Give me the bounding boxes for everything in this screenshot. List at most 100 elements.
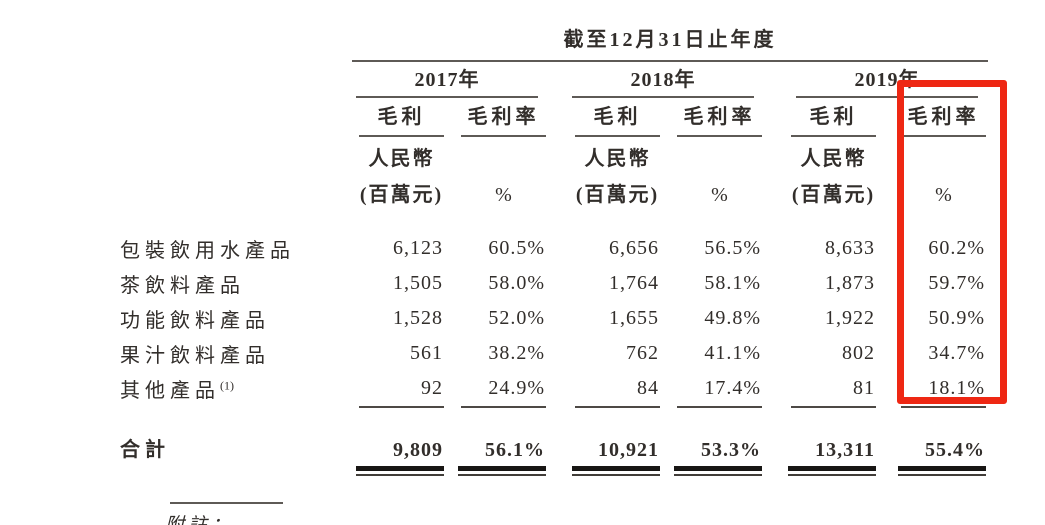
cell-empty xyxy=(120,406,352,416)
table-row: 包裝飲用水產品 6,123 60.5% 6,656 56.5% 8,633 60… xyxy=(120,231,988,266)
rule-cell xyxy=(548,466,662,480)
cell: 802 xyxy=(842,342,875,364)
percent-label: % xyxy=(495,184,512,206)
rule-cell xyxy=(878,466,988,480)
row-label: 包裝飲用水產品 xyxy=(120,231,352,266)
table-title: 截至12月31日止年度 xyxy=(352,12,988,62)
rule-cell xyxy=(548,406,662,416)
rule-cell xyxy=(764,466,878,480)
cell-empty xyxy=(120,137,352,171)
cell: 60.2% xyxy=(928,237,985,259)
gross-margin-header: 毛利率 xyxy=(461,100,546,137)
cell: 1,764 xyxy=(609,272,659,294)
cell: 561 xyxy=(410,342,443,364)
total-label: 合計 xyxy=(120,439,170,461)
cell: 1,505 xyxy=(393,272,443,294)
table-row: 果汁飲料產品 561 38.2% 762 41.1% 802 34.7% xyxy=(120,336,988,371)
cell: 1,873 xyxy=(825,272,875,294)
cell: 38.2% xyxy=(488,342,545,364)
currency-2018: 人民幣 xyxy=(548,137,662,171)
cell-empty xyxy=(662,137,764,171)
row-label-text: 果汁飲料產品 xyxy=(120,345,270,367)
cell: 50.9% xyxy=(928,307,985,329)
double-rule xyxy=(356,466,444,476)
single-rule xyxy=(575,406,660,408)
gross-margin-header: 毛利率 xyxy=(901,100,986,137)
percent-label: % xyxy=(935,184,952,206)
rule-cell xyxy=(352,406,446,416)
percent-2017: % xyxy=(446,171,548,207)
currency-2019: 人民幣 xyxy=(764,137,878,171)
cell: 6,656 xyxy=(609,237,659,259)
percent-2019: % xyxy=(878,171,988,207)
row-label-text: 功能飲料產品 xyxy=(120,310,270,332)
total-cell: 53.3% xyxy=(701,439,761,461)
col-header-gm-2017: 毛利率 xyxy=(446,98,548,137)
rule-cell xyxy=(764,406,878,416)
gross-profit-table: 截至12月31日止年度 2017年 2018年 2019年 毛利 毛利率 毛利 … xyxy=(120,12,988,480)
gross-profit-header: 毛利 xyxy=(791,100,876,137)
row-label: 功能飲料產品 xyxy=(120,301,352,336)
year-header-2018: 2018年 xyxy=(572,63,754,98)
col-header-gp-2017: 毛利 xyxy=(352,98,446,137)
single-rule xyxy=(901,406,986,408)
cell: 41.1% xyxy=(704,342,761,364)
double-rule xyxy=(458,466,546,476)
cell-empty xyxy=(878,137,988,171)
gross-margin-header: 毛利率 xyxy=(677,100,762,137)
total-row: 合計 9,809 56.1% 10,921 53.3% 13,311 55.4% xyxy=(120,416,988,466)
cell: 24.9% xyxy=(488,377,545,399)
cell: 17.4% xyxy=(704,377,761,399)
single-rule xyxy=(359,406,444,408)
unit-2018: (百萬元) xyxy=(548,171,662,207)
footnote-divider xyxy=(170,502,283,504)
total-cell: 13,311 xyxy=(815,439,875,461)
row-label: 其他產品(1) xyxy=(120,371,352,406)
cell: 59.7% xyxy=(928,272,985,294)
cell: 1,922 xyxy=(825,307,875,329)
cell-empty xyxy=(120,466,352,480)
year-group-2018: 2018年 xyxy=(548,61,764,98)
footnote-label: 附註： xyxy=(165,510,1045,525)
footnote-section: 附註： xyxy=(165,502,1045,525)
footnote-marker: (1) xyxy=(220,378,234,393)
double-rule xyxy=(674,466,762,476)
row-label-text: 茶飲料產品 xyxy=(120,275,245,297)
table-row: 其他產品(1) 92 24.9% 84 17.4% 81 18.1% xyxy=(120,371,988,406)
rule-cell xyxy=(446,466,548,480)
row-label: 茶飲料產品 xyxy=(120,266,352,301)
cell: 58.0% xyxy=(488,272,545,294)
row-label-text: 包裝飲用水產品 xyxy=(120,240,295,262)
cell: 1,655 xyxy=(609,307,659,329)
row-label: 果汁飲料產品 xyxy=(120,336,352,371)
year-group-2019: 2019年 xyxy=(764,61,988,98)
currency-label: 人民幣 xyxy=(368,148,435,170)
col-header-gp-2018: 毛利 xyxy=(548,98,662,137)
subtotal-rule-row xyxy=(120,406,988,416)
cell-empty xyxy=(446,137,548,171)
cell: 762 xyxy=(626,342,659,364)
cell: 52.0% xyxy=(488,307,545,329)
unit-2017: (百萬元) xyxy=(352,171,446,207)
cell: 84 xyxy=(637,377,659,399)
currency-row: 人民幣 人民幣 人民幣 xyxy=(120,137,988,171)
cell-empty xyxy=(120,12,352,61)
rule-cell xyxy=(878,406,988,416)
year-header-2017: 2017年 xyxy=(356,63,538,98)
cell: 58.1% xyxy=(704,272,761,294)
rule-cell xyxy=(446,406,548,416)
unit-label: (百萬元) xyxy=(575,184,660,206)
total-cell: 56.1% xyxy=(485,439,545,461)
col-header-gm-2019: 毛利率 xyxy=(878,98,988,137)
single-rule xyxy=(791,406,876,408)
cell: 6,123 xyxy=(393,237,443,259)
double-rule xyxy=(898,466,986,476)
cell-empty xyxy=(120,61,352,98)
rule-cell xyxy=(352,466,446,480)
unit-label: (百萬元) xyxy=(791,184,876,206)
total-cell: 10,921 xyxy=(598,439,659,461)
cell: 81 xyxy=(853,377,875,399)
rule-cell xyxy=(662,466,764,480)
gross-profit-header: 毛利 xyxy=(359,100,444,137)
col-header-gp-2019: 毛利 xyxy=(764,98,878,137)
